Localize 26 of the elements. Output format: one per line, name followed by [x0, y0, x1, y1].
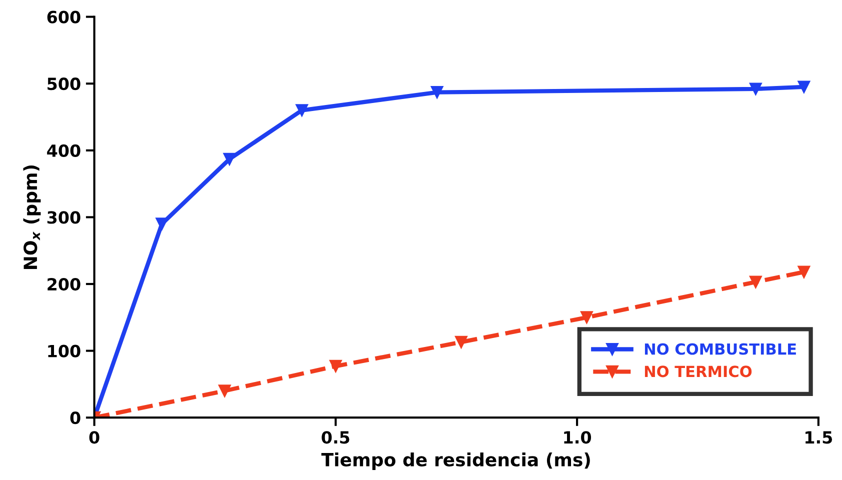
point	[798, 80, 810, 94]
x-axis-title: Tiempo de residencia (ms)	[321, 452, 590, 470]
point	[454, 336, 468, 348]
point	[580, 311, 593, 324]
point	[218, 384, 231, 398]
legend-label: NO TERMICO	[644, 366, 752, 378]
legend-label: NO COMBUSTIBLE	[644, 343, 796, 355]
y-axis-title: NO$_{x}$ (ppm)	[23, 165, 41, 269]
point	[329, 360, 342, 372]
y-tick-label: 600	[47, 10, 80, 24]
y-tick-label: 400	[47, 144, 80, 157]
x-tick-label: 1.0	[564, 431, 592, 444]
x-tick-label: 0.5	[322, 431, 350, 444]
y-tick-label: 500	[48, 78, 80, 90]
x-tick-label: 0	[89, 431, 100, 444]
point	[296, 104, 308, 117]
y-tick-label: 200	[48, 278, 80, 291]
x-tick-label: 1.5	[806, 431, 832, 444]
y-tick-label: 100	[48, 344, 80, 358]
point	[749, 276, 762, 288]
point	[749, 82, 762, 96]
point	[798, 266, 810, 278]
y-tick-label: 0	[70, 412, 80, 424]
point	[223, 152, 236, 166]
y-tick-label: 300	[47, 211, 80, 224]
point	[430, 86, 444, 99]
